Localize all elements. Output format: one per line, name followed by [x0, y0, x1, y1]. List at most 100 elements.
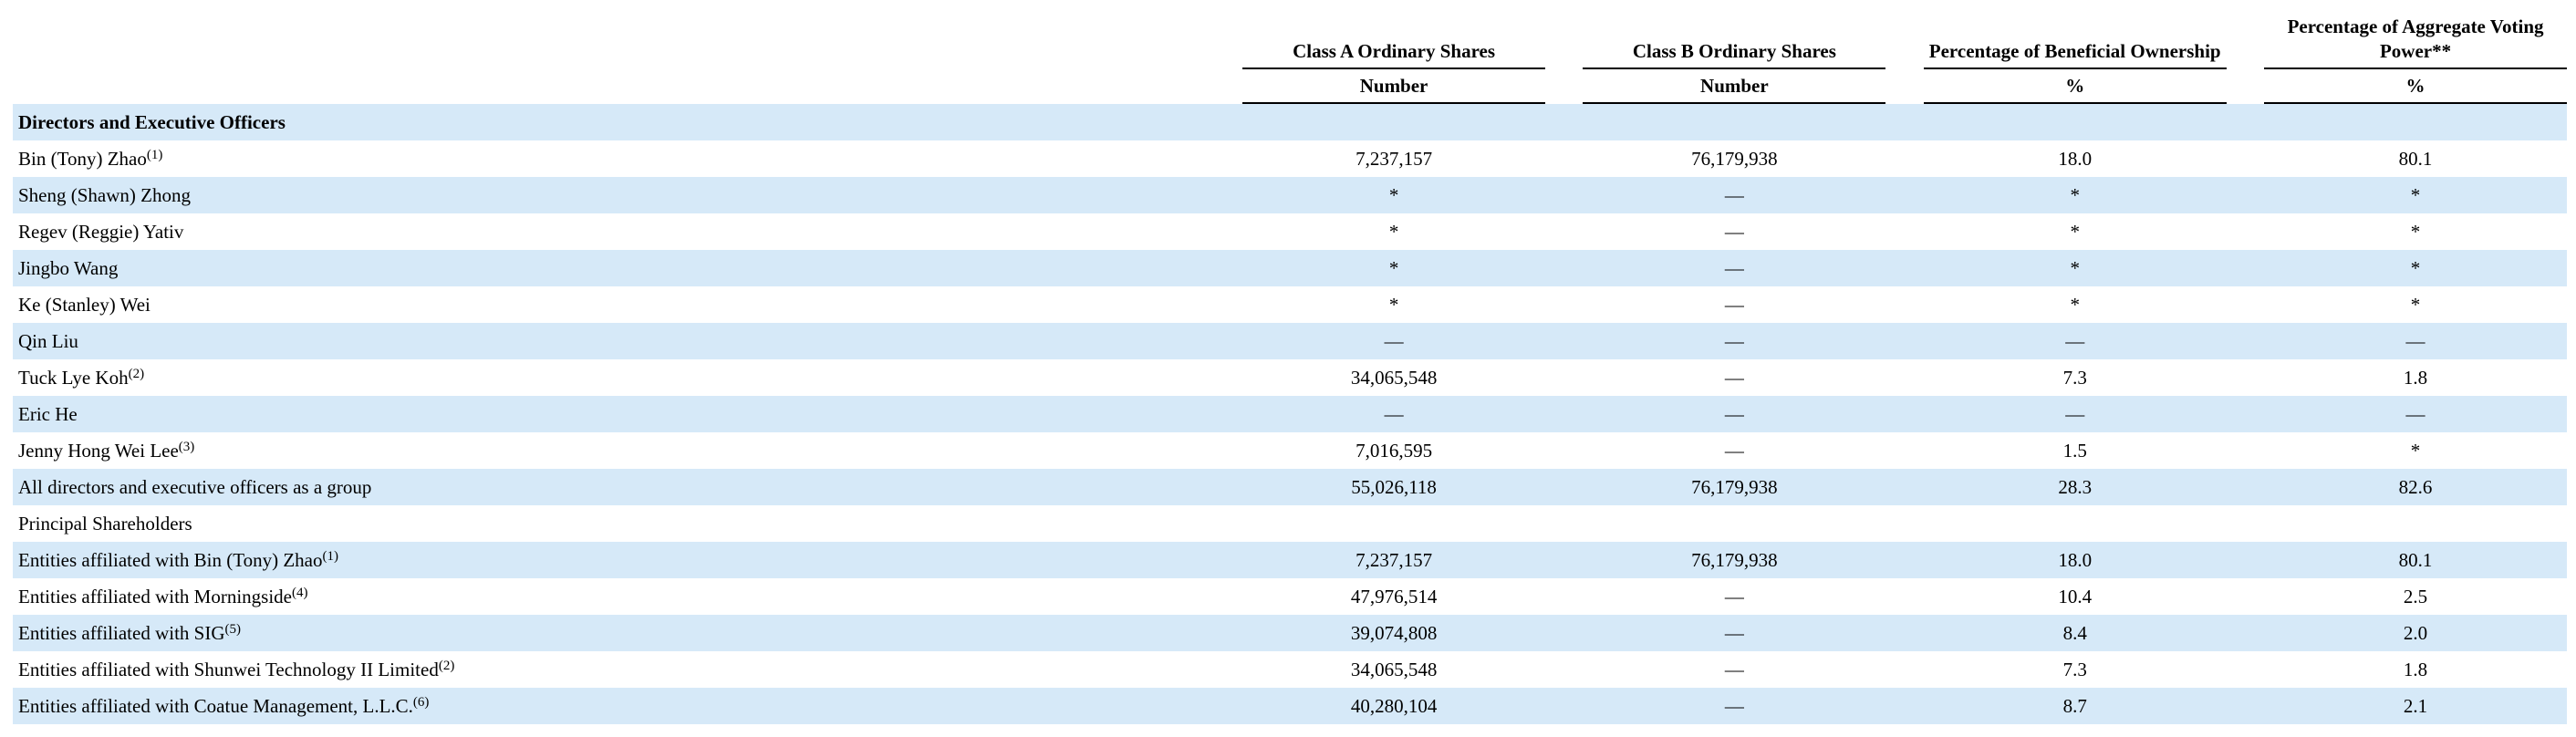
table-row: Bin (Tony) Zhao(1) 7,237,157 76,179,938 18.…	[13, 140, 2567, 177]
row-name: Regev (Reggie) Yativ	[18, 220, 184, 243]
class-a-cell: 34,065,548	[1350, 658, 1438, 680]
row-name-cell: Tuck Lye Koh(2)	[13, 359, 1242, 396]
class-a-cell: —	[1242, 396, 1545, 432]
voting-cell: 80.1	[2398, 147, 2433, 170]
class-b-cell: —	[1583, 323, 1886, 359]
row-name: Jenny Hong Wei Lee	[18, 439, 179, 462]
beneficial-cell: 8.7	[1923, 688, 2227, 724]
class-b-cell: —	[1724, 658, 1744, 680]
beneficial-cell: 1.5	[2062, 439, 2087, 462]
class-b-cell: —	[1583, 250, 1886, 286]
beneficial-cell: 8.4	[1923, 615, 2227, 651]
class-b-cell: —	[1724, 585, 1744, 607]
beneficial-cell	[1924, 505, 2227, 542]
row-name: Entities affiliated with Morningside	[18, 585, 292, 607]
table-row: Sheng (Shawn) Zhong * — * *	[13, 177, 2567, 213]
row-name-cell: Qin Liu	[13, 323, 1243, 359]
footnote-ref: (3)	[178, 439, 195, 454]
voting-cell: —	[2264, 396, 2567, 432]
beneficial-cell: *	[1923, 177, 2227, 213]
table-row: Regev (Reggie) Yativ * — * *	[13, 213, 2567, 250]
beneficial-cell: 7.3	[2062, 658, 2087, 680]
voting-cell: 2.1	[2264, 688, 2567, 724]
row-name-cell: Ke (Stanley) Wei	[13, 286, 1242, 323]
footnote-ref: (2)	[128, 366, 145, 381]
voting-cell: *	[2410, 293, 2421, 316]
class-b-cell: —	[1724, 293, 1744, 316]
class-a-cell: 39,074,808	[1242, 615, 1545, 651]
class-b-cell: —	[1724, 439, 1744, 462]
subheader-class-a: Number	[1242, 69, 1545, 104]
row-name-cell: Jingbo Wang	[13, 250, 1243, 286]
class-a-cell: —	[1242, 323, 1545, 359]
table-row: Ke (Stanley) Wei * — * *	[13, 286, 2567, 323]
row-name: Eric He	[18, 402, 78, 425]
table-row: Tuck Lye Koh(2) 34,065,548 — 7.3 1.8	[13, 359, 2567, 396]
table-row: Eric He — — — —	[13, 396, 2567, 432]
beneficial-cell: *	[2070, 293, 2080, 316]
footnote-ref: (1)	[146, 147, 163, 162]
voting-cell: *	[2264, 250, 2567, 286]
header-class-a: Class A Ordinary Shares	[1242, 5, 1545, 69]
table-row: Qin Liu — — — —	[13, 323, 2567, 359]
row-name-cell: Entities affiliated with SIG(5)	[13, 615, 1243, 651]
table-row: Entities affiliated with Morningside(4) 4…	[13, 578, 2567, 615]
footnote-ref: (1)	[322, 548, 339, 564]
beneficial-cell: 18.0	[1923, 542, 2227, 578]
row-name-cell: Entities affiliated with Coatue Manageme…	[13, 688, 1243, 724]
beneficial-cell: 28.3	[1923, 469, 2227, 505]
table-row: Entities affiliated with SIG(5) 39,074,80…	[13, 615, 2567, 651]
class-b-cell: 76,179,938	[1583, 542, 1886, 578]
row-name: Jingbo Wang	[18, 256, 119, 279]
footnote-ref: (5)	[224, 621, 242, 637]
row-name-cell: Bin (Tony) Zhao(1)	[13, 140, 1242, 177]
class-b-cell: 76,179,938	[1583, 469, 1886, 505]
row-name: Entities affiliated with Coatue Manageme…	[18, 694, 413, 717]
row-name-cell: Entities affiliated with Morningside(4)	[13, 578, 1242, 615]
class-b-cell: —	[1724, 366, 1744, 389]
beneficial-cell: 10.4	[2058, 585, 2093, 607]
class-a-cell: 34,065,548	[1350, 366, 1438, 389]
row-name: Tuck Lye Koh	[18, 366, 129, 389]
class-a-cell: *	[1242, 250, 1545, 286]
class-b-cell: 76,179,938	[1691, 147, 1778, 170]
voting-cell: 80.1	[2264, 542, 2567, 578]
row-name-cell: Entities affiliated with Bin (Tony) Zhao…	[13, 542, 1243, 578]
row-name-cell: Sheng (Shawn) Zhong	[13, 177, 1243, 213]
row-name-cell: Entities affiliated with Shunwei Technol…	[13, 651, 1242, 688]
row-name-cell: Eric He	[13, 396, 1243, 432]
voting-cell: 82.6	[2264, 469, 2567, 505]
header-row: Class A Ordinary Shares Class B Ordinary…	[13, 5, 2567, 69]
voting-cell: 2.0	[2264, 615, 2567, 651]
beneficial-cell: *	[1923, 250, 2227, 286]
row-name: Sheng (Shawn) Zhong	[18, 183, 191, 206]
table-row: Jenny Hong Wei Lee(3) 7,016,595 — 1.5 *	[13, 432, 2567, 469]
class-a-cell: 7,237,157	[1242, 542, 1545, 578]
class-b-cell	[1583, 505, 1885, 542]
row-name-cell: Regev (Reggie) Yativ	[13, 213, 1242, 250]
class-a-cell: 47,976,514	[1350, 585, 1438, 607]
header-class-b: Class B Ordinary Shares	[1583, 5, 1886, 69]
class-a-cell: *	[1242, 177, 1545, 213]
row-name: Qin Liu	[18, 329, 78, 352]
voting-cell: *	[2264, 177, 2567, 213]
row-name-cell: Jenny Hong Wei Lee(3)	[13, 432, 1242, 469]
class-a-cell: 7,237,157	[1356, 147, 1433, 170]
beneficial-cell: 18.0	[2058, 147, 2093, 170]
subheader-voting: %	[2264, 69, 2567, 104]
class-b-cell: —	[1724, 220, 1744, 243]
class-b-cell: —	[1583, 688, 1886, 724]
table-row: Entities affiliated with Bin (Tony) Zhao…	[13, 542, 2567, 578]
class-a-cell: *	[1388, 220, 1399, 243]
class-a-cell: 7,016,595	[1356, 439, 1433, 462]
header-voting-power: Percentage of Aggregate Voting Power**	[2264, 5, 2567, 69]
row-name: Bin (Tony) Zhao	[18, 147, 147, 170]
class-a-cell: 40,280,104	[1242, 688, 1545, 724]
row-name: Entities affiliated with SIG	[18, 621, 225, 644]
row-name: Entities affiliated with Bin (Tony) Zhao	[18, 548, 323, 571]
voting-cell	[2264, 505, 2567, 542]
subheader-class-b: Number	[1583, 69, 1886, 104]
class-b-cell: —	[1583, 396, 1886, 432]
beneficial-cell: —	[1923, 323, 2227, 359]
voting-cell: —	[2264, 323, 2567, 359]
